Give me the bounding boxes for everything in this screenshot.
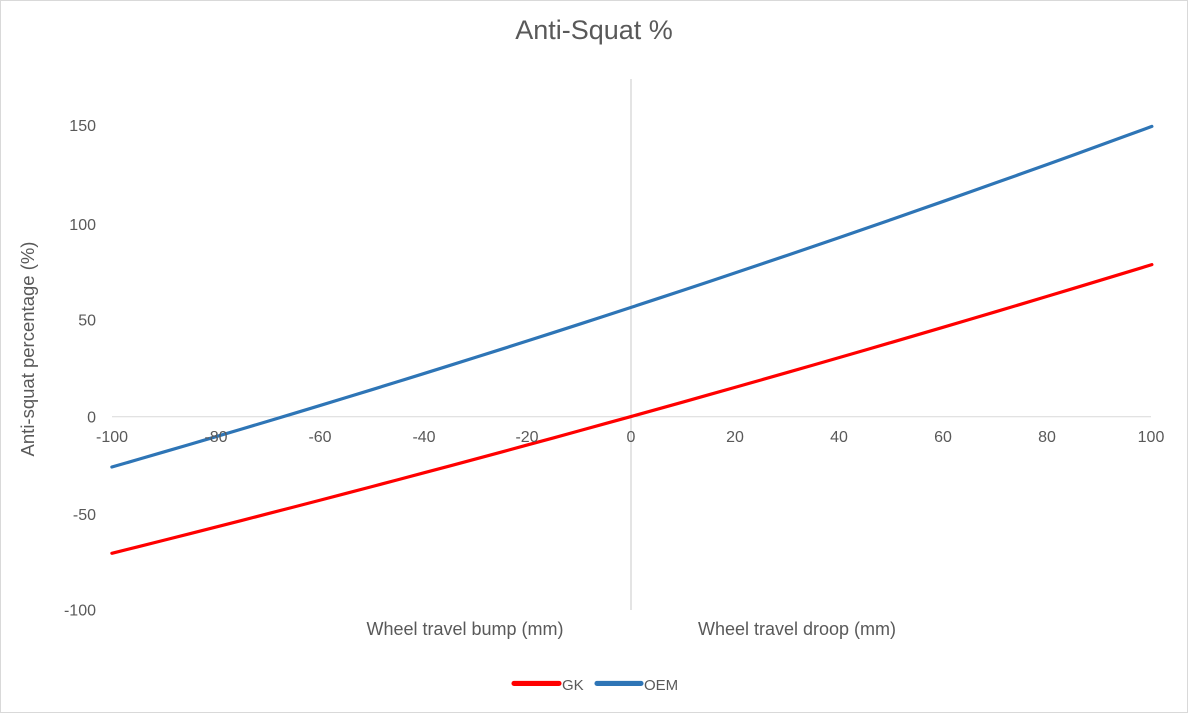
svg-text:0: 0 <box>87 410 96 427</box>
svg-text:40: 40 <box>830 429 848 446</box>
svg-text:20: 20 <box>726 429 744 446</box>
svg-text:-60: -60 <box>308 429 331 446</box>
svg-text:150: 150 <box>69 118 96 135</box>
svg-text:-100: -100 <box>96 429 128 446</box>
svg-text:Wheel travel droop (mm): Wheel travel droop (mm) <box>698 619 896 639</box>
svg-text:100: 100 <box>1138 429 1165 446</box>
svg-text:60: 60 <box>934 429 952 446</box>
svg-text:80: 80 <box>1038 429 1056 446</box>
svg-text:100: 100 <box>69 217 96 234</box>
svg-text:0: 0 <box>627 429 636 446</box>
svg-text:Anti-squat percentage (%): Anti-squat percentage (%) <box>17 242 38 457</box>
svg-text:GK: GK <box>562 677 584 694</box>
svg-text:Wheel travel bump (mm): Wheel travel bump (mm) <box>366 619 563 639</box>
svg-text:-40: -40 <box>412 429 435 446</box>
svg-text:-20: -20 <box>515 429 538 446</box>
svg-text:-80: -80 <box>204 429 227 446</box>
svg-text:OEM: OEM <box>644 677 678 694</box>
svg-text:50: 50 <box>78 312 96 329</box>
svg-text:-100: -100 <box>64 603 96 620</box>
svg-text:-50: -50 <box>73 507 96 524</box>
